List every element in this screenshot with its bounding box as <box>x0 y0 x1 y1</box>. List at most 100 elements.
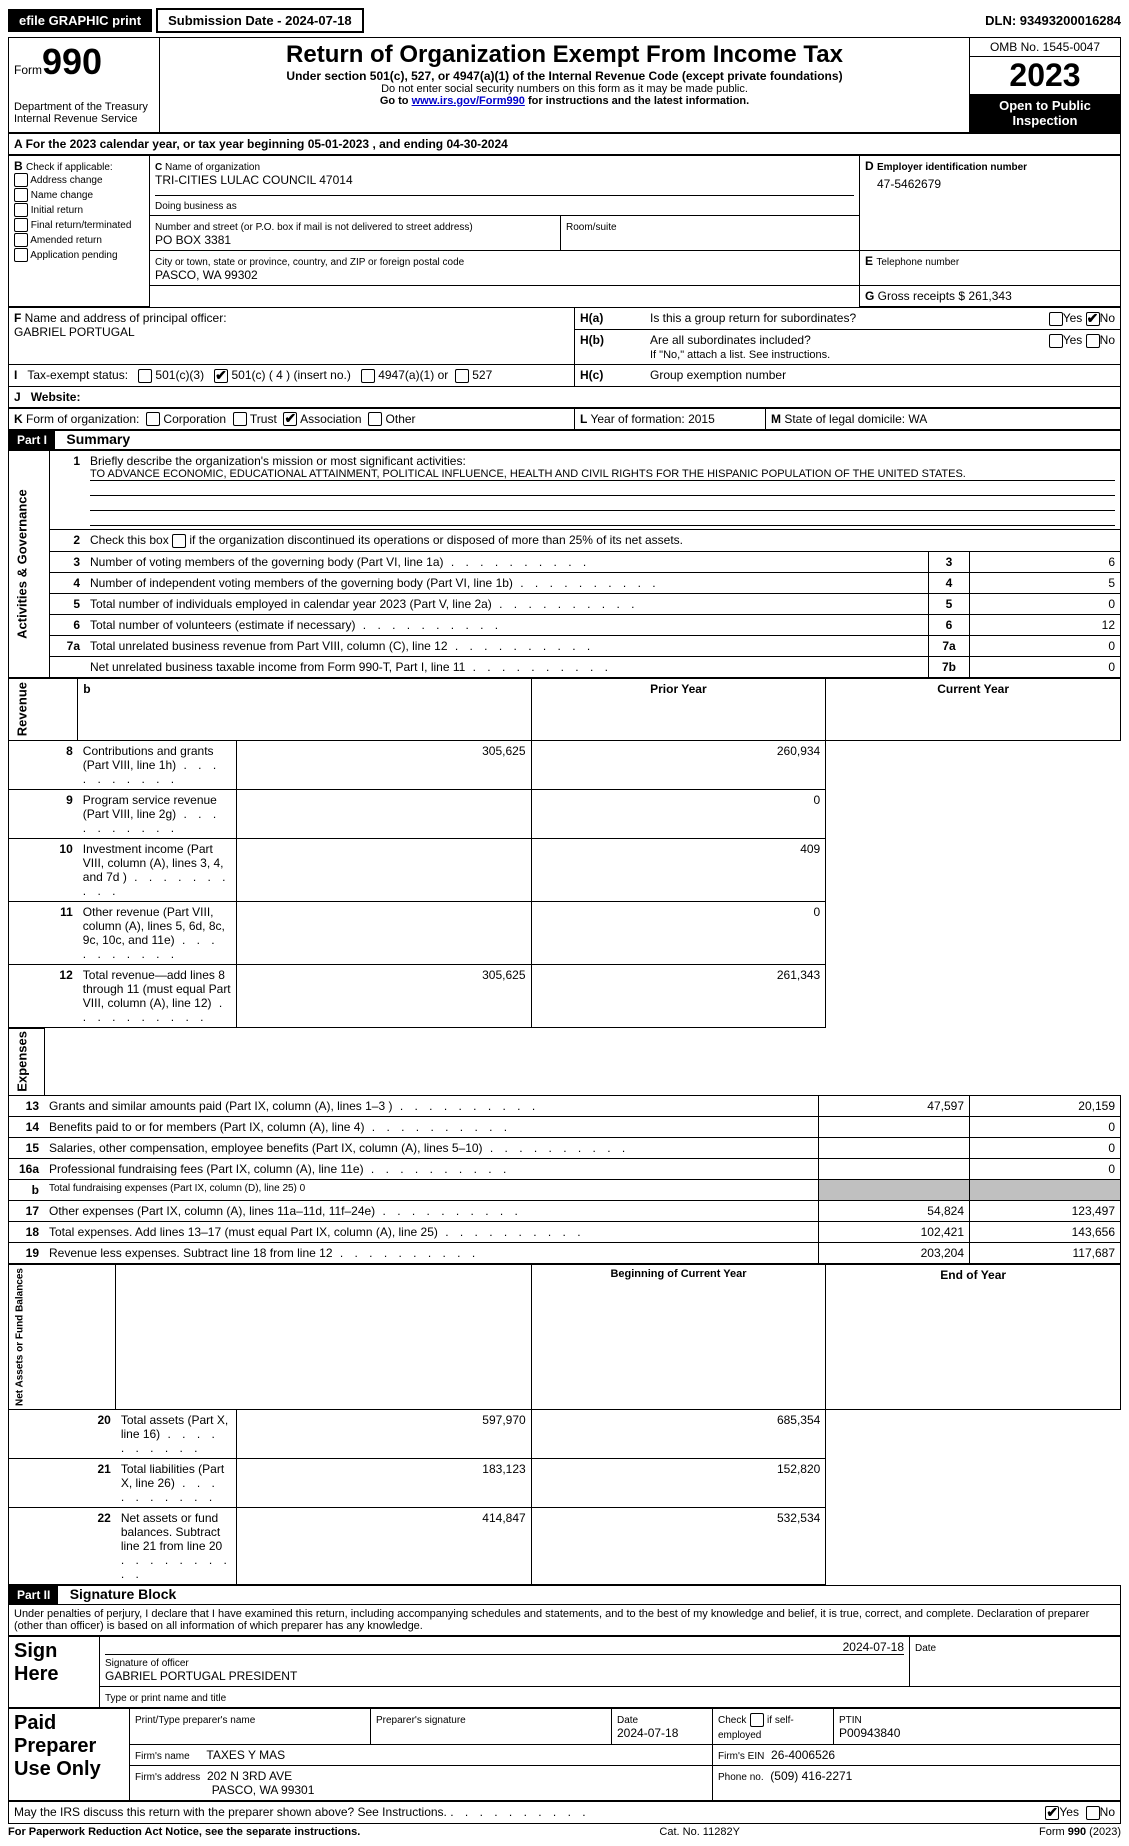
other-checkbox[interactable] <box>368 412 382 426</box>
line-val: 12 <box>970 615 1121 636</box>
opt-4947: 4947(a)(1) or <box>378 368 448 382</box>
prior-year-header: Prior Year <box>531 679 826 740</box>
opt-501c3: 501(c)(3) <box>155 368 204 382</box>
firm-addr2: PASCO, WA 99301 <box>212 1783 315 1797</box>
4947-checkbox[interactable] <box>361 369 375 383</box>
line2-pre: Check this box <box>90 533 169 547</box>
527-checkbox[interactable] <box>455 369 469 383</box>
part1-header: Part I <box>9 431 55 449</box>
firm-ein-label: Firm's EIN <box>718 1751 764 1762</box>
opt-other: Other <box>386 412 416 426</box>
line-text: Grants and similar amounts paid (Part IX… <box>44 1096 819 1117</box>
line-text: Program service revenue (Part VIII, line… <box>78 789 237 838</box>
line-num: 17 <box>9 1201 45 1222</box>
yes-label: Yes <box>1063 311 1083 325</box>
sig-officer-label: Signature of officer <box>105 1658 189 1669</box>
ha-no-checkbox[interactable] <box>1086 312 1100 326</box>
discuss-yes-checkbox[interactable] <box>1045 1806 1059 1820</box>
line-text: Total number of volunteers (estimate if … <box>85 615 929 636</box>
part2-title: Signature Block <box>62 1586 177 1602</box>
line-val: 5 <box>970 573 1121 594</box>
tax-year-end: 04-30-2024 <box>446 137 507 151</box>
discuss-yes: Yes <box>1059 1805 1079 1819</box>
opt-501c: 501(c) ( 4 ) (insert no.) <box>231 368 350 382</box>
trust-checkbox[interactable] <box>233 412 247 426</box>
goto-post: for instructions and the latest informat… <box>525 95 749 107</box>
officer-name: GABRIEL PORTUGAL <box>14 325 135 339</box>
m-label: State of legal domicile: <box>784 412 905 426</box>
section-netassets: Net Assets or Fund Balances <box>9 1265 116 1410</box>
line-val: 6 <box>970 552 1121 573</box>
hb-yes-checkbox[interactable] <box>1049 334 1063 348</box>
type-print-label: Type or print name and title <box>105 1693 226 1704</box>
phone-label: Phone no. <box>718 1772 764 1783</box>
line-text: Total liabilities (Part X, line 26) <box>116 1459 237 1508</box>
submission-date: Submission Date - 2024-07-18 <box>156 8 364 33</box>
firm-addr1: 202 N 3RD AVE <box>207 1769 292 1783</box>
amended-return-checkbox[interactable] <box>14 233 28 247</box>
opt-527: 527 <box>472 368 492 382</box>
corp-checkbox[interactable] <box>146 412 160 426</box>
room-label: Room/suite <box>566 222 617 233</box>
line-box: 7b <box>929 657 970 678</box>
section-governance: Activities & Governance <box>9 451 50 678</box>
initial-return-checkbox[interactable] <box>14 203 28 217</box>
form-number: 990 <box>42 41 102 82</box>
form-prefix: Form <box>14 63 42 77</box>
line2-post: if the organization discontinued its ope… <box>189 533 683 547</box>
line-num: 7a <box>50 636 86 657</box>
prior-val: 102,421 <box>819 1222 970 1243</box>
l-label: Year of formation: <box>590 412 684 426</box>
ptin-label: PTIN <box>839 1715 862 1726</box>
discuss-no-checkbox[interactable] <box>1086 1806 1100 1820</box>
line-num: 5 <box>50 594 86 615</box>
ptin: P00943840 <box>839 1726 900 1740</box>
line-text: Net unrelated business taxable income fr… <box>85 657 929 678</box>
line-num: 3 <box>50 552 86 573</box>
assoc-checkbox[interactable] <box>283 412 297 426</box>
line-num: 13 <box>9 1096 45 1117</box>
discontinued-checkbox[interactable] <box>172 534 186 548</box>
d-label: Employer identification number <box>877 162 1027 173</box>
irs-link[interactable]: www.irs.gov/Form990 <box>412 95 525 107</box>
irs-discuss: May the IRS discuss this return with the… <box>14 1805 447 1819</box>
dln: DLN: 93493200016284 <box>985 13 1121 28</box>
self-employed-checkbox[interactable] <box>750 1713 764 1727</box>
opt-amended: Amended return <box>30 235 102 246</box>
firm-ein: 26-4006526 <box>771 1748 835 1762</box>
hb-text: Are all subordinates included? <box>650 333 811 347</box>
year-formation: 2015 <box>688 412 715 426</box>
check-label: Check <box>718 1715 746 1726</box>
city-label: City or town, state or province, country… <box>155 257 464 268</box>
501c-checkbox[interactable] <box>214 369 228 383</box>
address-change-checkbox[interactable] <box>14 173 28 187</box>
sig-date: 2024-07-18 <box>105 1640 904 1655</box>
e-label: Telephone number <box>876 257 959 268</box>
opt-initial: Initial return <box>31 205 83 216</box>
begin-val: 183,123 <box>237 1459 532 1508</box>
line-text: Benefits paid to or for members (Part IX… <box>44 1117 819 1138</box>
line-text: Contributions and grants (Part VIII, lin… <box>78 740 237 789</box>
hb-no-checkbox[interactable] <box>1086 334 1100 348</box>
efile-button[interactable]: efile GRAPHIC print <box>8 9 152 32</box>
date-label: Date <box>915 1643 936 1654</box>
line-val: 0 <box>970 594 1121 615</box>
line-box: 6 <box>929 615 970 636</box>
line-text: Total number of individuals employed in … <box>85 594 929 615</box>
app-pending-checkbox[interactable] <box>14 248 28 262</box>
final-return-checkbox[interactable] <box>14 218 28 232</box>
tax-year: 2023 <box>1009 57 1080 93</box>
line-box: 5 <box>929 594 970 615</box>
name-change-checkbox[interactable] <box>14 188 28 202</box>
top-bar: efile GRAPHIC print Submission Date - 20… <box>8 8 1121 33</box>
line-num: 11 <box>9 901 78 964</box>
501c3-checkbox[interactable] <box>138 369 152 383</box>
hb-note: If "No," attach a list. See instructions… <box>650 349 830 361</box>
ha-yes-checkbox[interactable] <box>1049 312 1063 326</box>
opt-address: Address change <box>30 175 102 186</box>
line-text: Other expenses (Part IX, column (A), lin… <box>44 1201 819 1222</box>
current-year-header: Current Year <box>826 679 1121 740</box>
ha-text: Is this a group return for subordinates? <box>650 311 856 325</box>
current-val: 0 <box>531 789 826 838</box>
line-text: Number of voting members of the governin… <box>85 552 929 573</box>
